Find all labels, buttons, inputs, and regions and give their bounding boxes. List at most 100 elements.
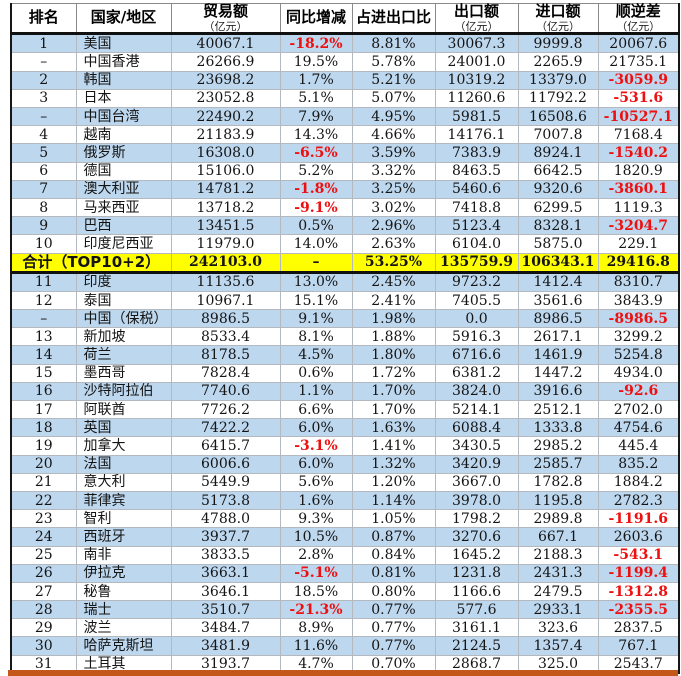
rank-cell: – — [10, 309, 77, 329]
bottom-orange-bar — [8, 670, 678, 676]
share-cell: 3.02% — [351, 197, 436, 218]
trade-cell: 8178.5 — [170, 345, 281, 365]
trade-cell: 16308.0 — [170, 143, 281, 163]
trade-cell: 8986.5 — [170, 309, 281, 329]
trade-cell: 3193.7 — [170, 654, 281, 674]
country-cell: 墨西哥 — [75, 363, 172, 383]
table-row: 10 印度尼西亚 11979.0 14.0% 2.63% 6104.0 5875.0 229.… — [10, 234, 680, 254]
col-header-import: 进口额 （亿元） — [517, 2, 599, 36]
country-cell: 西班牙 — [75, 527, 172, 547]
balance-cell: -3204.7 — [597, 216, 680, 236]
yoy-cell: 1.7% — [279, 70, 353, 90]
col-header-label: 占进出口比 — [355, 8, 431, 27]
balance-cell: 3843.9 — [597, 290, 680, 311]
balance-cell: 835.2 — [597, 454, 680, 474]
yoy-cell: 5.2% — [279, 161, 353, 181]
country-cell: 马来西亚 — [75, 197, 172, 218]
export-cell: 1166.6 — [434, 581, 519, 602]
export-cell: 3161.1 — [434, 618, 519, 638]
export-cell: 5460.6 — [434, 179, 519, 199]
table-row: 30 哈萨克斯坦 3481.9 11.6% 0.77% 2124.5 1357.4 767.1 — [10, 636, 680, 656]
yoy-cell: 10.5% — [279, 527, 353, 547]
col-header-rank: 排名 — [10, 2, 77, 36]
col-header-unit: （亿元） — [454, 19, 499, 33]
export-cell: 3270.6 — [434, 527, 519, 547]
import-cell: 8924.1 — [517, 143, 599, 163]
country-cell: 德国 — [75, 161, 172, 181]
yoy-cell: 8.9% — [279, 618, 353, 638]
share-cell: 1.63% — [351, 418, 436, 438]
table-row: 17 阿联酋 7726.2 6.6% 1.70% 5214.1 2512.1 2702.0 — [10, 400, 680, 420]
yoy-cell: 7.9% — [279, 107, 353, 127]
yoy-cell: 13.0% — [279, 271, 353, 292]
yoy-cell: -6.5% — [279, 143, 353, 163]
rank-cell: 20 — [10, 454, 77, 474]
trade-cell: 13718.2 — [170, 197, 281, 218]
table-row: 3 日本 23052.8 5.1% 5.07% 11260.6 11792.2 -531.6 — [10, 88, 680, 109]
col-header-label: 出口额 — [453, 2, 499, 20]
trade-cell: 3833.5 — [170, 545, 281, 565]
export-cell: 5214.1 — [434, 400, 519, 420]
export-cell: 0.0 — [434, 309, 519, 329]
import-cell: 8328.1 — [517, 216, 599, 236]
balance-cell: 5254.8 — [597, 345, 680, 365]
country-cell: 智利 — [75, 509, 172, 529]
rank-cell: 2 — [10, 70, 77, 90]
trade-cell: 15106.0 — [170, 161, 281, 181]
share-cell: 1.41% — [351, 436, 436, 456]
table-row: 12 泰国 10967.1 15.1% 2.41% 7405.5 3561.6 3843.9 — [10, 290, 680, 311]
yoy-cell: 11.6% — [279, 636, 353, 656]
balance-cell: 2603.6 — [597, 527, 680, 547]
share-cell: 1.20% — [351, 472, 436, 492]
yoy-cell: 19.5% — [279, 52, 353, 72]
country-cell: 南非 — [75, 545, 172, 565]
share-cell: 1.72% — [351, 363, 436, 383]
share-cell: 0.81% — [351, 563, 436, 583]
import-cell: 1195.8 — [517, 490, 599, 511]
table-row: 27 秘鲁 3646.1 18.5% 0.80% 1166.6 2479.5 -1312.8 — [10, 581, 680, 602]
export-cell: 30067.3 — [434, 33, 519, 54]
share-cell: 3.25% — [351, 179, 436, 199]
trade-cell: 3663.1 — [170, 563, 281, 583]
country-cell: 波兰 — [75, 618, 172, 638]
share-cell: 53.25% — [351, 252, 436, 274]
rank-cell: 10 — [10, 234, 77, 254]
trade-cell: 5173.8 — [170, 490, 281, 511]
trade-cell: 7726.2 — [170, 400, 281, 420]
country-cell: 沙特阿拉伯 — [75, 381, 172, 402]
rank-cell: 4 — [10, 125, 77, 145]
import-cell: 13379.0 — [517, 70, 599, 90]
rank-cell: 5 — [10, 143, 77, 163]
yoy-cell: 9.1% — [279, 309, 353, 329]
country-cell: 菲律宾 — [75, 490, 172, 511]
table-row: 26 伊拉克 3663.1 -5.1% 0.81% 1231.8 2431.3 -1199.4 — [10, 563, 680, 583]
trade-cell: 26266.9 — [170, 52, 281, 72]
trade-cell: 7828.4 — [170, 363, 281, 383]
table-row: – 中国香港 26266.9 19.5% 5.78% 24001.0 2265.9 21735… — [10, 52, 680, 72]
import-cell: 1357.4 — [517, 636, 599, 656]
trade-cell: 6415.7 — [170, 436, 281, 456]
trade-cell: 14781.2 — [170, 179, 281, 199]
yoy-cell: 18.5% — [279, 581, 353, 602]
balance-cell: -92.6 — [597, 381, 680, 402]
share-cell: 4.95% — [351, 107, 436, 127]
balance-cell: -3059.9 — [597, 70, 680, 90]
col-header-unit: （亿元） — [203, 19, 248, 33]
table-row: 18 英国 7422.2 6.0% 1.63% 6088.4 1333.8 4754.6 — [10, 418, 680, 438]
rank-cell: 1 — [10, 33, 77, 54]
export-cell: 11260.6 — [434, 88, 519, 109]
export-cell: 1645.2 — [434, 545, 519, 565]
yoy-cell: -18.2% — [279, 33, 353, 54]
trade-cell: 8533.4 — [170, 327, 281, 347]
trade-cell: 3937.7 — [170, 527, 281, 547]
table-row: 4 越南 21183.9 14.3% 4.66% 14176.1 7007.8 7168.4 — [10, 125, 680, 145]
table-row: 20 法国 6006.6 6.0% 1.32% 3420.9 2585.7 835.2 — [10, 454, 680, 474]
col-header-trade: 贸易额 （亿元） — [170, 2, 281, 36]
country-cell: 澳大利亚 — [75, 179, 172, 199]
share-cell: 3.59% — [351, 143, 436, 163]
share-cell: 0.70% — [351, 654, 436, 674]
trade-cell: 40067.1 — [170, 33, 281, 54]
yoy-cell: 6.0% — [279, 454, 353, 474]
table-row: 25 南非 3833.5 2.8% 0.84% 1645.2 2188.3 -543.1 — [10, 545, 680, 565]
trade-cell: 5449.9 — [170, 472, 281, 492]
